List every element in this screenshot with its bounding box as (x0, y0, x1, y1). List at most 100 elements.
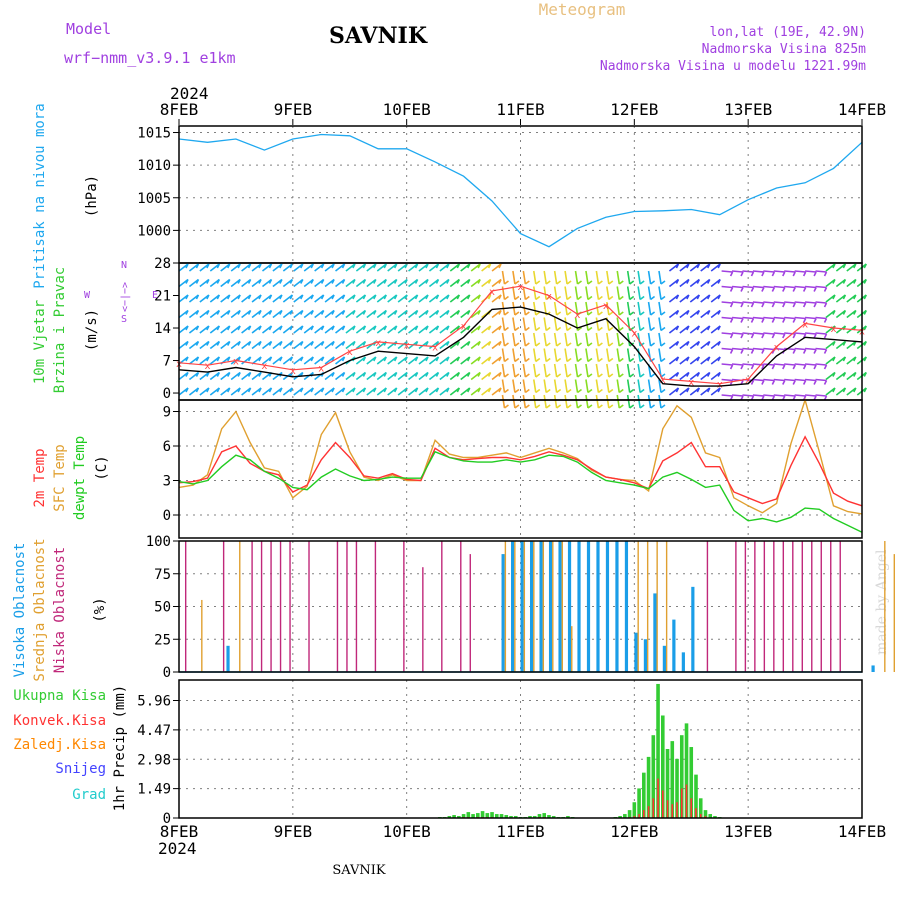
wind-barb (816, 302, 827, 303)
precip-panel-ytick-label: 5.96 (137, 694, 171, 710)
wind-barb-flag (640, 312, 644, 315)
wind-barb (617, 349, 619, 362)
wind-barb-flag (578, 374, 582, 377)
wind-barb (763, 395, 774, 396)
wind-barb-flag (588, 343, 592, 346)
wind-barb (586, 364, 588, 377)
cloud-unit: (%) (92, 597, 108, 622)
conv-precip-bar (690, 798, 692, 818)
wind-barb (784, 380, 795, 381)
precip-panel-ytick-label: 2.98 (137, 752, 171, 768)
wind-barb (722, 333, 733, 334)
wind-barb (753, 287, 764, 288)
wind-barb (544, 318, 546, 331)
wind-barb (544, 364, 546, 377)
wind-barb-flag (598, 390, 602, 393)
wind-barb-flag (536, 312, 540, 315)
wind-barb-flag (578, 359, 582, 362)
wind-barb (607, 380, 609, 393)
wind-barb (555, 302, 557, 315)
wind-barb (649, 271, 651, 284)
wind-barb-flag (630, 297, 634, 300)
wind-barb (816, 333, 827, 334)
wind-barb (795, 349, 806, 350)
high-cloud-axis-title: Visoka Oblacnost (12, 543, 28, 678)
wind-barb-flag (525, 390, 529, 393)
wind-barb (638, 380, 640, 393)
wind-barb (544, 380, 546, 393)
wind-barb (523, 287, 525, 300)
wind-barb (565, 349, 567, 362)
wind-barb (784, 271, 795, 272)
wind-gust-marker: x (233, 357, 239, 368)
wind-barb-flag (588, 359, 592, 362)
wind-barb (513, 333, 515, 346)
wind-barb (805, 333, 816, 334)
wind-barb-flag (515, 405, 519, 408)
wind-barb (534, 302, 536, 315)
wind-barb (523, 395, 525, 408)
precip-panel-frame (179, 680, 862, 818)
wind-barb (607, 364, 609, 377)
station-title: SAVNIK (329, 23, 428, 49)
wind-barb (576, 287, 578, 300)
wind-barb (617, 395, 619, 408)
wind-barb-flag (536, 281, 540, 284)
wind-barb-flag (515, 328, 519, 331)
credit-label: made by Angel (874, 549, 890, 655)
temperature-panel-ytick-label: 0 (163, 508, 171, 524)
temperature-panel-ytick-label: 9 (163, 405, 171, 421)
precip-axis-title: 1hr Precip (mm) (112, 685, 128, 811)
conv-precip-bar (671, 804, 673, 818)
wind-barb (732, 395, 743, 396)
wind-barb (763, 380, 774, 381)
wind-barb-flag (588, 390, 592, 393)
wind-barb (617, 287, 619, 300)
wind-barb (596, 349, 598, 362)
wind-barb (617, 318, 619, 331)
wind-barb (732, 318, 743, 319)
pressure-panel-ytick-label: 1015 (137, 126, 171, 142)
wind-barb (805, 380, 816, 381)
wind-barb (555, 395, 557, 408)
lonlat-label: lon,lat (19E, 42.9N) (709, 25, 866, 40)
wind-barb (513, 302, 515, 315)
precip-legend-2: Zaledj.Kisa (13, 737, 106, 753)
wind-barb (763, 271, 774, 272)
wind-barb-flag (598, 405, 602, 408)
wind-barb-flag (661, 405, 665, 408)
wind-barb (659, 333, 661, 346)
wind-barb (565, 271, 567, 284)
wind-barb (628, 349, 630, 362)
low-cloud-axis-title: Niska Oblacnost (52, 547, 68, 673)
day-label-top: 13FEB (724, 100, 772, 119)
wind-barb (523, 333, 525, 346)
wind-barb-flag (515, 359, 519, 362)
wind-barb (555, 349, 557, 362)
wind-barb (607, 395, 609, 408)
day-label-top: 11FEB (496, 100, 544, 119)
wind-barb (555, 380, 557, 393)
total-precip-bar (628, 810, 632, 818)
wind-barb (805, 271, 816, 272)
wind-barb (586, 380, 588, 393)
sfc-axis-title: SFC Temp (52, 444, 68, 511)
wind-barb-flag (536, 343, 540, 346)
wind-barb-flag (640, 390, 644, 393)
wind-axis-title-1: 10m Vjetar (32, 300, 48, 384)
wind-barb (722, 287, 733, 288)
precip-legend-1: Konvek.Kisa (13, 713, 106, 729)
wind-barb (659, 271, 661, 284)
wind-barb (784, 287, 795, 288)
high-cloud-bar (615, 541, 618, 672)
wind-barb (555, 318, 557, 331)
high-cloud-bar (577, 541, 580, 672)
wind-barb (502, 380, 504, 393)
wind-barb-flag (609, 312, 613, 315)
wind-barb-flag (630, 405, 634, 408)
wind-barb (784, 318, 795, 319)
footer-station: SAVNIK (332, 863, 386, 878)
direction-e: E (152, 290, 158, 301)
wind-barb-flag (609, 374, 613, 377)
wind-barb (638, 271, 640, 284)
